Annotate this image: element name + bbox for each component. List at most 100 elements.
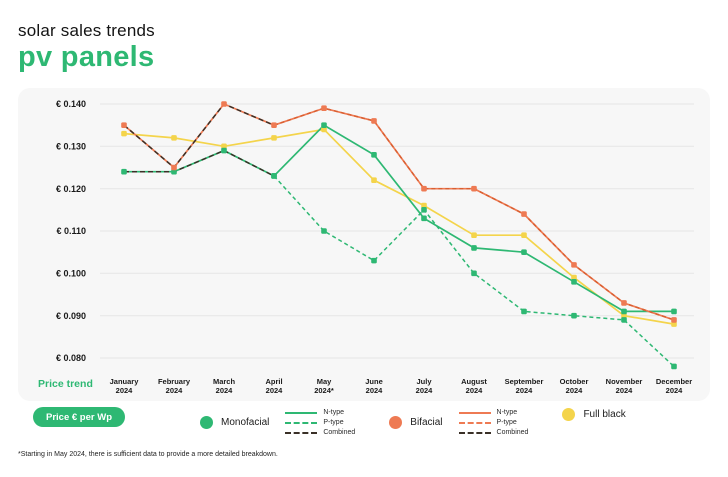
marker-bifacial-n-type <box>621 300 627 306</box>
legend-sample-bifacial-p-type: P-type <box>458 418 529 427</box>
marker-monofacial-p-type <box>621 317 627 323</box>
legend-group-full-black: Full black <box>562 408 626 421</box>
chart-footnote: *Starting in May 2024, there is sufficie… <box>18 451 278 458</box>
marker-bifacial-n-type <box>571 262 577 268</box>
y-axis-tick: € 0.130 <box>56 142 86 152</box>
x-axis-tick: December 2024 <box>656 377 692 395</box>
sample-line-icon <box>458 411 491 414</box>
series-bifacial-n-type <box>123 102 675 321</box>
marker-monofacial-n-type <box>671 308 677 315</box>
marker-monofacial-n-type <box>371 152 377 158</box>
sample-label: N-type <box>323 409 344 416</box>
marker-full-black <box>521 232 527 239</box>
series-monofacial-p-type <box>273 175 675 368</box>
x-axis-tick: May 2024* <box>314 377 334 395</box>
legend-label-monofacial: Monofacial <box>221 417 270 428</box>
sample-label: P-type <box>323 419 344 426</box>
marker-monofacial-n-type <box>521 249 527 255</box>
page-header: solar sales trends pv panels <box>18 21 155 73</box>
y-axis-tick: € 0.090 <box>56 311 86 321</box>
marker-monofacial-n-type <box>171 168 177 175</box>
sample-line-icon <box>285 431 318 434</box>
x-axis-tick: January 2024 <box>110 377 140 395</box>
chart-legend: Monofacial N-type P-type Combined Bifacial N-… <box>200 408 626 437</box>
full-black-dot-icon <box>562 408 576 421</box>
marker-monofacial-n-type <box>121 168 127 175</box>
marker-bifacial-n-type <box>171 164 177 171</box>
sample-line-icon <box>285 421 318 424</box>
marker-full-black <box>221 143 227 150</box>
marker-bifacial-n-type <box>371 118 377 124</box>
y-axis-tick: € 0.120 <box>56 184 86 194</box>
series-full-black <box>123 128 675 325</box>
marker-monofacial-n-type <box>321 122 327 128</box>
legend-sample-monofacial-p-type: P-type <box>285 418 355 427</box>
marker-full-black <box>571 274 577 281</box>
marker-monofacial-n-type <box>471 245 477 251</box>
marker-full-black <box>671 321 677 327</box>
bifacial-dot-icon <box>389 416 403 429</box>
y-axis-tick: € 0.080 <box>56 353 86 363</box>
marker-monofacial-n-type <box>421 215 427 222</box>
marker-bifacial-n-type <box>521 211 527 217</box>
x-axis-tick: November 2024 <box>606 377 643 395</box>
monofacial-dot-icon <box>200 416 213 429</box>
series-monofacial-n-type <box>124 124 674 313</box>
sample-label: Combined <box>496 429 529 436</box>
y-axis-tick: € 0.140 <box>56 99 86 109</box>
marker-bifacial-n-type <box>421 185 427 192</box>
marker-monofacial-p-type <box>571 312 577 319</box>
legend-group-monofacial: Monofacial N-type P-type Combined <box>200 408 355 437</box>
legend-label-full-black: Full black <box>583 409 626 420</box>
marker-full-black <box>271 135 277 141</box>
sample-line-icon <box>458 431 491 434</box>
sample-label: N-type <box>496 409 518 416</box>
marker-full-black <box>371 177 377 183</box>
sample-label: Combined <box>323 429 356 436</box>
y-axis-tick: € 0.100 <box>56 269 86 279</box>
page-title: pv panels <box>18 40 155 73</box>
x-axis-tick: September 2024 <box>505 377 544 395</box>
legend-group-bifacial: Bifacial N-type P-type Combined <box>389 408 528 437</box>
price-trend-label: Price trend <box>38 378 93 390</box>
marker-bifacial-n-type <box>471 185 477 192</box>
chart-panel: € 0.140 € 0.130 € 0.120 € 0.110 € 0.100 € 0.0… <box>18 88 710 401</box>
sample-line-icon <box>285 411 318 414</box>
legend-sample-monofacial-n-type: N-type <box>285 408 355 417</box>
legend-sample-bifacial-n-type: N-type <box>458 408 529 417</box>
marker-bifacial-n-type <box>321 105 327 112</box>
legend-samples-monofacial: N-type P-type Combined <box>285 408 355 437</box>
marker-full-black <box>621 312 627 319</box>
marker-monofacial-n-type <box>571 279 577 285</box>
sample-line-icon <box>458 421 491 424</box>
marker-bifacial-n-type <box>671 317 677 323</box>
x-axis-tick: August 2024 <box>461 377 487 395</box>
legend-sample-bifacial-combined: Combined <box>458 428 529 437</box>
page-subtitle: solar sales trends <box>18 21 155 40</box>
marker-full-black <box>421 202 427 209</box>
x-axis-tick: October 2024 <box>560 377 589 395</box>
x-axis-tick: July 2024 <box>416 377 434 395</box>
marker-monofacial-n-type <box>221 147 227 154</box>
x-axis-tick: June 2024 <box>365 377 383 395</box>
x-axis-tick: April 2024 <box>265 377 283 395</box>
marker-full-black <box>171 135 177 141</box>
marker-monofacial-p-type <box>371 257 377 264</box>
marker-monofacial-p-type <box>671 363 677 370</box>
x-axis-tick: February 2024 <box>158 377 191 395</box>
marker-full-black <box>321 126 327 133</box>
sample-label: P-type <box>496 419 517 426</box>
marker-monofacial-p-type <box>271 173 277 179</box>
legend-label-bifacial: Bifacial <box>410 417 443 428</box>
y-axis-tick: € 0.110 <box>56 226 86 236</box>
legend-sample-monofacial-combined: Combined <box>285 428 355 437</box>
marker-monofacial-p-type <box>521 308 527 315</box>
series-bifacial-combined <box>123 103 275 169</box>
marker-bifacial-n-type <box>221 101 227 107</box>
marker-bifacial-n-type <box>271 122 277 128</box>
price-unit-badge: Price € per Wp <box>33 407 125 427</box>
series-monofacial-combined <box>124 149 275 177</box>
marker-monofacial-p-type <box>321 228 327 234</box>
marker-monofacial-p-type <box>421 207 427 213</box>
marker-bifacial-n-type <box>121 122 127 128</box>
